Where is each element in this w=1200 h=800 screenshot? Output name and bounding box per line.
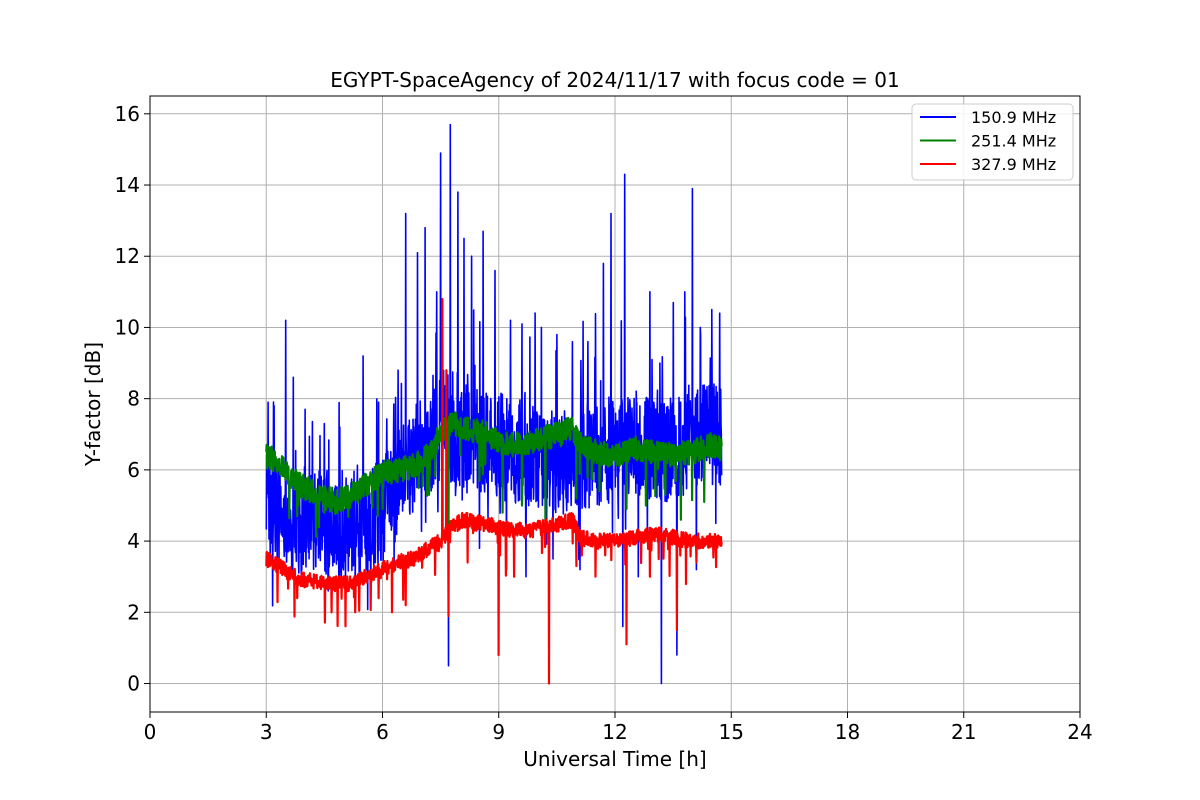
- grid-lines: [149, 96, 1081, 712]
- y-axis-label: Y-factor [dB]: [81, 342, 105, 467]
- legend-box: [911, 103, 1074, 181]
- x-tick-label: 9: [492, 720, 505, 744]
- x-tick-label: 12: [602, 720, 627, 744]
- y-axis: 0 2 4 6 8 10 12 14 16: [115, 102, 150, 696]
- x-axis: 0 3 6 9 12 15 18 21 24: [144, 712, 1093, 744]
- legend-label: 251.4 MHz: [971, 132, 1056, 151]
- series-line-150-9-mhz: [265, 123, 723, 685]
- plot-series: [265, 123, 723, 685]
- y-tick-label: 2: [127, 600, 140, 624]
- x-axis-label: Universal Time [h]: [523, 747, 706, 771]
- chart-title: EGYPT-SpaceAgency of 2024/11/17 with foc…: [330, 68, 899, 92]
- y-tick-label: 16: [115, 102, 140, 126]
- y-tick-label: 12: [115, 244, 140, 268]
- x-tick-label: 18: [835, 720, 860, 744]
- y-tick-label: 0: [127, 672, 140, 696]
- x-tick-label: 6: [376, 720, 389, 744]
- y-tick-label: 4: [127, 529, 140, 553]
- x-tick-label: 15: [719, 720, 744, 744]
- y-tick-label: 10: [115, 315, 140, 339]
- x-tick-label: 0: [144, 720, 157, 744]
- series-line-327-9-mhz: [265, 297, 723, 685]
- x-tick-label: 24: [1067, 720, 1092, 744]
- legend-label: 327.9 MHz: [971, 155, 1056, 174]
- legend-label: 150.9 MHz: [971, 108, 1056, 127]
- y-tick-label: 14: [115, 173, 140, 197]
- x-tick-label: 21: [951, 720, 976, 744]
- y-tick-label: 6: [127, 458, 140, 482]
- series-line-251-4-mhz: [265, 411, 723, 538]
- x-tick-label: 3: [260, 720, 273, 744]
- y-tick-label: 8: [127, 387, 140, 411]
- legend: 150.9 MHz 251.4 MHz 327.9 MHz: [911, 103, 1074, 181]
